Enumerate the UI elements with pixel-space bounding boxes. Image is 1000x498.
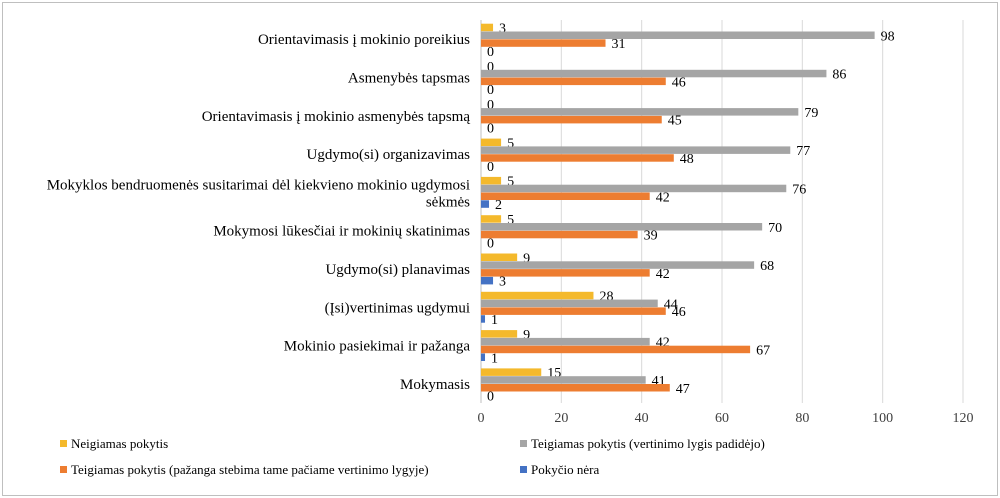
legend-label: Pokyčio nėra <box>531 462 599 477</box>
data-label: 48 <box>680 152 694 167</box>
data-label: 45 <box>668 114 682 129</box>
bar <box>481 307 666 315</box>
data-label: 0 <box>487 60 494 75</box>
data-label: 0 <box>487 83 494 98</box>
x-tick-label: 60 <box>715 411 729 426</box>
bar <box>481 345 751 354</box>
x-tick-label: 40 <box>635 411 649 426</box>
bar <box>481 108 799 116</box>
legend-swatch <box>520 440 527 447</box>
category-label: Orientavimasis į mokinio asmenybės tapsm… <box>202 109 471 125</box>
data-label: 42 <box>656 190 670 205</box>
legend-swatch <box>60 440 67 447</box>
data-label: 5 <box>507 136 514 151</box>
data-label: 76 <box>792 182 806 197</box>
data-label: 0 <box>487 121 494 136</box>
category-label: Orientavimasis į mokinio poreikius <box>258 32 470 48</box>
data-label: 70 <box>768 221 782 236</box>
data-label: 9 <box>523 328 530 343</box>
bar <box>481 31 875 39</box>
bar <box>481 77 666 86</box>
bar <box>481 23 494 32</box>
category-label: (Įsi)vertinimas ugdymui <box>325 300 470 316</box>
x-tick-label: 0 <box>478 411 485 426</box>
legend-swatch <box>520 466 527 473</box>
category-label: Mokyklos bendruomenės susitarimai dėl ki… <box>47 177 470 210</box>
bar <box>481 69 827 78</box>
data-label: 47 <box>676 382 690 397</box>
bar <box>481 261 755 269</box>
data-label: 98 <box>881 29 895 44</box>
x-tick-label: 120 <box>953 411 974 426</box>
bar <box>481 376 646 384</box>
legend-swatch <box>60 466 67 473</box>
x-tick-label: 100 <box>872 411 893 426</box>
bar <box>481 276 494 285</box>
data-label: 2 <box>495 198 502 213</box>
data-label: 1 <box>491 313 498 328</box>
data-label: 77 <box>796 144 810 159</box>
category-label: Ugdymo(si) planavimas <box>325 262 470 278</box>
category-label: Mokinio pasiekimai ir pažanga <box>284 339 471 355</box>
category-label: Ugdymo(si) organizavimas <box>307 147 471 163</box>
bar <box>481 315 486 323</box>
data-label: 68 <box>760 259 774 274</box>
x-tick-label: 80 <box>795 411 809 426</box>
category-label: Mokymasis <box>400 377 470 393</box>
bar <box>481 269 650 277</box>
data-label: 0 <box>487 390 494 405</box>
bar <box>481 176 502 185</box>
legend-label: Teigiamas pokytis (pažanga stebima tame … <box>71 462 429 477</box>
data-label: 5 <box>507 175 514 190</box>
data-label: 0 <box>487 45 494 60</box>
data-label: 0 <box>487 236 494 251</box>
data-label: 42 <box>656 267 670 282</box>
bar <box>481 299 658 308</box>
bar <box>481 291 594 300</box>
legend-label: Teigiamas pokytis (vertinimo lygis padid… <box>531 436 765 451</box>
data-label: 39 <box>644 229 658 244</box>
bar <box>481 330 518 338</box>
bar <box>481 337 650 346</box>
bar <box>481 215 502 223</box>
data-label: 3 <box>499 275 506 290</box>
bar <box>481 138 502 147</box>
data-label: 79 <box>804 106 818 121</box>
bar <box>481 192 650 200</box>
bar <box>481 353 486 361</box>
data-label: 67 <box>756 343 770 358</box>
data-label: 46 <box>672 305 686 320</box>
data-label: 0 <box>487 160 494 175</box>
bar <box>481 230 638 239</box>
bar <box>481 200 490 208</box>
bar <box>481 115 662 124</box>
data-label: 9 <box>523 251 530 266</box>
data-label: 86 <box>832 68 846 83</box>
category-label: Asmenybės tapsmas <box>348 70 470 86</box>
bar <box>481 184 787 193</box>
bar <box>481 146 791 154</box>
data-label: 0 <box>487 98 494 113</box>
data-label: 1 <box>491 351 498 366</box>
bar <box>481 253 518 261</box>
data-label: 5 <box>507 213 514 228</box>
category-label: Mokymosi lūkesčiai ir mokinių skatinimas <box>213 224 470 240</box>
bar <box>481 384 670 392</box>
bar <box>481 154 674 162</box>
bar <box>481 368 542 376</box>
bar <box>481 39 606 47</box>
data-label: 46 <box>672 75 686 90</box>
data-label: 31 <box>612 37 626 52</box>
bar <box>481 223 763 231</box>
legend-label: Neigiamas pokytis <box>71 436 168 451</box>
data-label: 3 <box>499 21 506 36</box>
data-label: 44 <box>664 297 678 312</box>
x-tick-label: 20 <box>554 411 568 426</box>
